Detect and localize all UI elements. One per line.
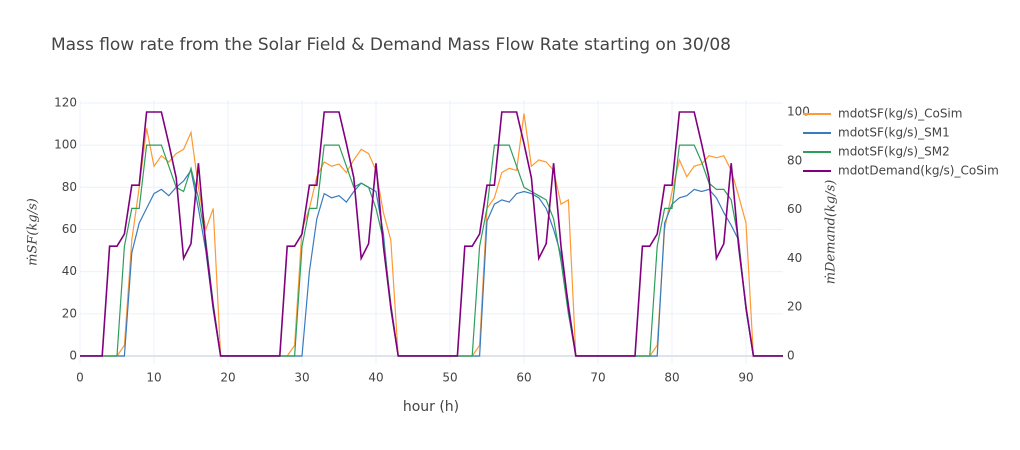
y2-tick-label: 0 [787,348,795,362]
legend-label: mdotDemand(kg/s)_CoSim [838,164,999,178]
y2-axis-title: ṁDemand(kg/s) [824,180,839,285]
x-tick-label: 30 [294,371,309,385]
legend-label: mdotSF(kg/s)_SM1 [838,126,950,140]
x-tick-label: 70 [590,371,605,385]
y2-tick-label: 40 [787,251,802,265]
x-tick-label: 90 [738,371,753,385]
x-axis-title: hour (h) [403,399,459,415]
x-tick-label: 50 [442,371,457,385]
y2-tick-label: 60 [787,202,802,216]
y2-tick-label: 20 [787,300,802,314]
y2-tick-label: 80 [787,153,802,167]
y-tick-label: 80 [62,180,77,194]
y-tick-label: 40 [62,264,77,278]
x-tick-label: 40 [368,371,383,385]
x-tick-label: 60 [516,371,531,385]
series-line [80,111,783,357]
x-tick-label: 20 [220,371,235,385]
y-tick-label: 0 [69,348,77,362]
y-tick-label: 120 [54,95,77,109]
y2-tick-label: 100 [787,104,810,118]
y-tick-label: 100 [54,138,77,152]
legend-label: mdotSF(kg/s)_SM2 [838,145,950,159]
legend-label: mdotSF(kg/s)_CoSim [838,107,962,121]
y-tick-label: 60 [62,222,77,236]
y-tick-label: 20 [62,306,77,320]
chart-title: Mass flow rate from the Solar Field & De… [51,35,731,55]
y-axis-title: ṁSF(kg/s) [26,198,41,266]
x-tick-label: 10 [146,371,161,385]
x-tick-label: 0 [76,371,84,385]
x-tick-label: 80 [664,371,679,385]
